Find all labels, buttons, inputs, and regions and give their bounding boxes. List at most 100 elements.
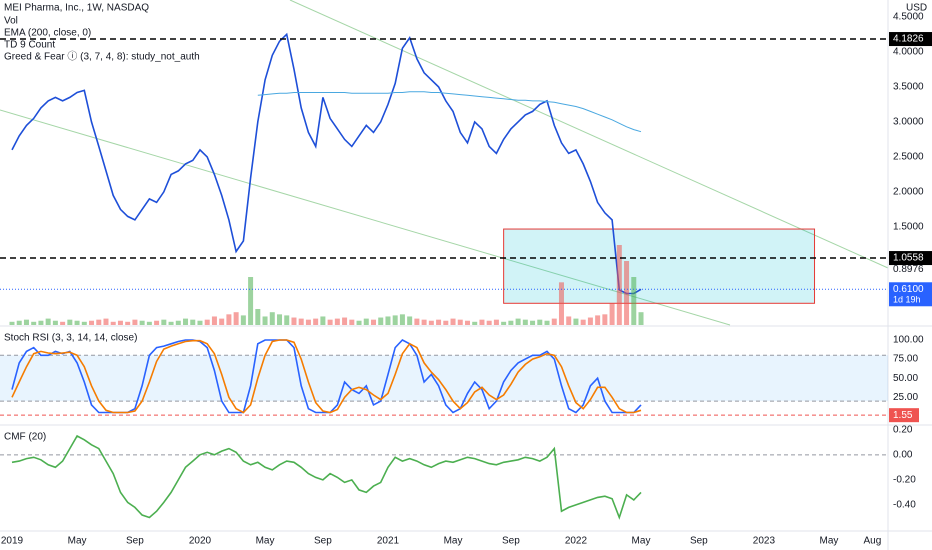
volume-bar bbox=[139, 320, 145, 325]
volume-bar bbox=[74, 320, 80, 325]
legend-entry: Vol bbox=[4, 16, 18, 27]
volume-bar bbox=[197, 320, 203, 325]
volume-bar bbox=[9, 321, 15, 325]
y-tick-label: -0.40 bbox=[893, 500, 916, 511]
volume-bar bbox=[269, 312, 275, 325]
volume-bar bbox=[631, 277, 637, 325]
volume-bar bbox=[262, 316, 268, 325]
x-tick-label: May bbox=[444, 536, 463, 547]
volume-bar bbox=[277, 314, 283, 325]
y-tick-label: 100.00 bbox=[893, 335, 924, 346]
y-tick-label: 3.0000 bbox=[893, 117, 924, 128]
volume-bar bbox=[363, 318, 369, 325]
series-line bbox=[11, 339, 642, 414]
zone-box bbox=[503, 228, 816, 304]
y-tick-label: 75.00 bbox=[893, 354, 918, 365]
y-tick-label: 25.00 bbox=[893, 392, 918, 403]
volume-bar bbox=[190, 319, 196, 325]
volume-bar bbox=[52, 320, 58, 325]
volume-bar bbox=[233, 312, 239, 325]
price-marker-label: 0.8976 bbox=[893, 264, 924, 275]
volume-bar bbox=[428, 320, 434, 325]
x-tick-label: 2021 bbox=[377, 536, 400, 547]
volume-bar bbox=[103, 318, 109, 325]
volume-bar bbox=[587, 317, 593, 325]
x-tick-label: Sep bbox=[502, 536, 520, 547]
volume-bar bbox=[356, 320, 362, 325]
pane-title: CMF (20) bbox=[4, 432, 46, 443]
y-tick-label: 2.0000 bbox=[893, 187, 924, 198]
volume-bar bbox=[371, 319, 376, 325]
volume-bar bbox=[595, 315, 601, 325]
x-tick-label: May bbox=[632, 536, 651, 547]
x-tick-label: Sep bbox=[314, 536, 332, 547]
volume-bar bbox=[67, 319, 73, 325]
volume-bar bbox=[96, 319, 102, 325]
volume-bar bbox=[117, 320, 123, 325]
volume-bar bbox=[479, 319, 485, 325]
last-value-label: 1.55 bbox=[893, 410, 913, 421]
volume-bar bbox=[248, 277, 254, 325]
volume-bar bbox=[125, 321, 131, 325]
volume-bar bbox=[537, 319, 543, 325]
volume-bar bbox=[168, 321, 174, 325]
volume-bar bbox=[421, 319, 427, 325]
volume-bar bbox=[609, 303, 615, 325]
volume-bar bbox=[16, 320, 22, 325]
y-tick-label: 0.00 bbox=[893, 449, 913, 460]
y-tick-label: 50.00 bbox=[893, 373, 918, 384]
x-tick-label: May bbox=[256, 536, 275, 547]
volume-bar bbox=[45, 318, 51, 325]
volume-bar bbox=[110, 321, 116, 325]
volume-bar bbox=[327, 319, 333, 325]
volume-bar bbox=[240, 315, 246, 325]
pane-title: Stoch RSI (3, 3, 14, 14, close) bbox=[4, 333, 137, 344]
y-tick-label: 4.5000 bbox=[893, 11, 924, 22]
volume-bar bbox=[284, 315, 290, 325]
last-price-label: 0.6100 bbox=[893, 284, 924, 295]
volume-bar bbox=[407, 316, 413, 325]
volume-bar bbox=[602, 314, 608, 325]
series-line bbox=[257, 91, 642, 133]
y-tick-label: 4.0000 bbox=[893, 46, 924, 57]
legend-entry: EMA (200, close, 0) bbox=[4, 28, 91, 39]
y-tick-label: 3.5000 bbox=[893, 81, 924, 92]
volume-bar bbox=[183, 318, 189, 325]
last-value-badge bbox=[889, 408, 919, 423]
level-badge bbox=[889, 32, 932, 47]
x-tick-label: Aug bbox=[863, 536, 881, 547]
volume-bar bbox=[175, 320, 181, 325]
volume-bar bbox=[298, 318, 304, 325]
trend-line bbox=[0, 109, 731, 326]
x-tick-label: 2020 bbox=[189, 536, 212, 547]
volume-bar bbox=[638, 312, 644, 325]
volume-bar bbox=[399, 314, 405, 325]
volume-bar bbox=[457, 319, 463, 325]
volume-bar bbox=[580, 319, 586, 325]
volume-bar bbox=[566, 316, 572, 325]
currency: USD bbox=[906, 3, 927, 14]
volume-bar bbox=[334, 318, 340, 325]
volume-bar bbox=[443, 320, 449, 325]
x-tick-label: May bbox=[68, 536, 87, 547]
x-tick-label: Sep bbox=[690, 536, 708, 547]
trend-line bbox=[289, 0, 889, 269]
volume-bar bbox=[23, 319, 29, 325]
legend-entry: TD 9 Count bbox=[4, 40, 55, 51]
volume-bar bbox=[515, 318, 521, 325]
y-tick-label: 2.5000 bbox=[893, 152, 924, 163]
volume-bar bbox=[320, 316, 326, 325]
y-tick-label: 0.20 bbox=[893, 424, 913, 435]
volume-bar bbox=[349, 319, 355, 325]
legend-entry: Greed & Fear ⓘ (3, 7, 4, 8): study_not_a… bbox=[4, 51, 200, 63]
volume-bar bbox=[81, 321, 87, 325]
chart-title: MEI Pharma, Inc., 1W, NASDAQ bbox=[4, 3, 149, 14]
volume-bar bbox=[616, 245, 622, 325]
volume-bar bbox=[522, 319, 528, 325]
volume-bar bbox=[211, 316, 217, 325]
level-label: 1.0558 bbox=[893, 253, 924, 264]
volume-bar bbox=[493, 319, 499, 325]
level-badge bbox=[889, 251, 932, 266]
volume-bar bbox=[226, 314, 232, 325]
level-label: 4.1826 bbox=[893, 34, 924, 45]
